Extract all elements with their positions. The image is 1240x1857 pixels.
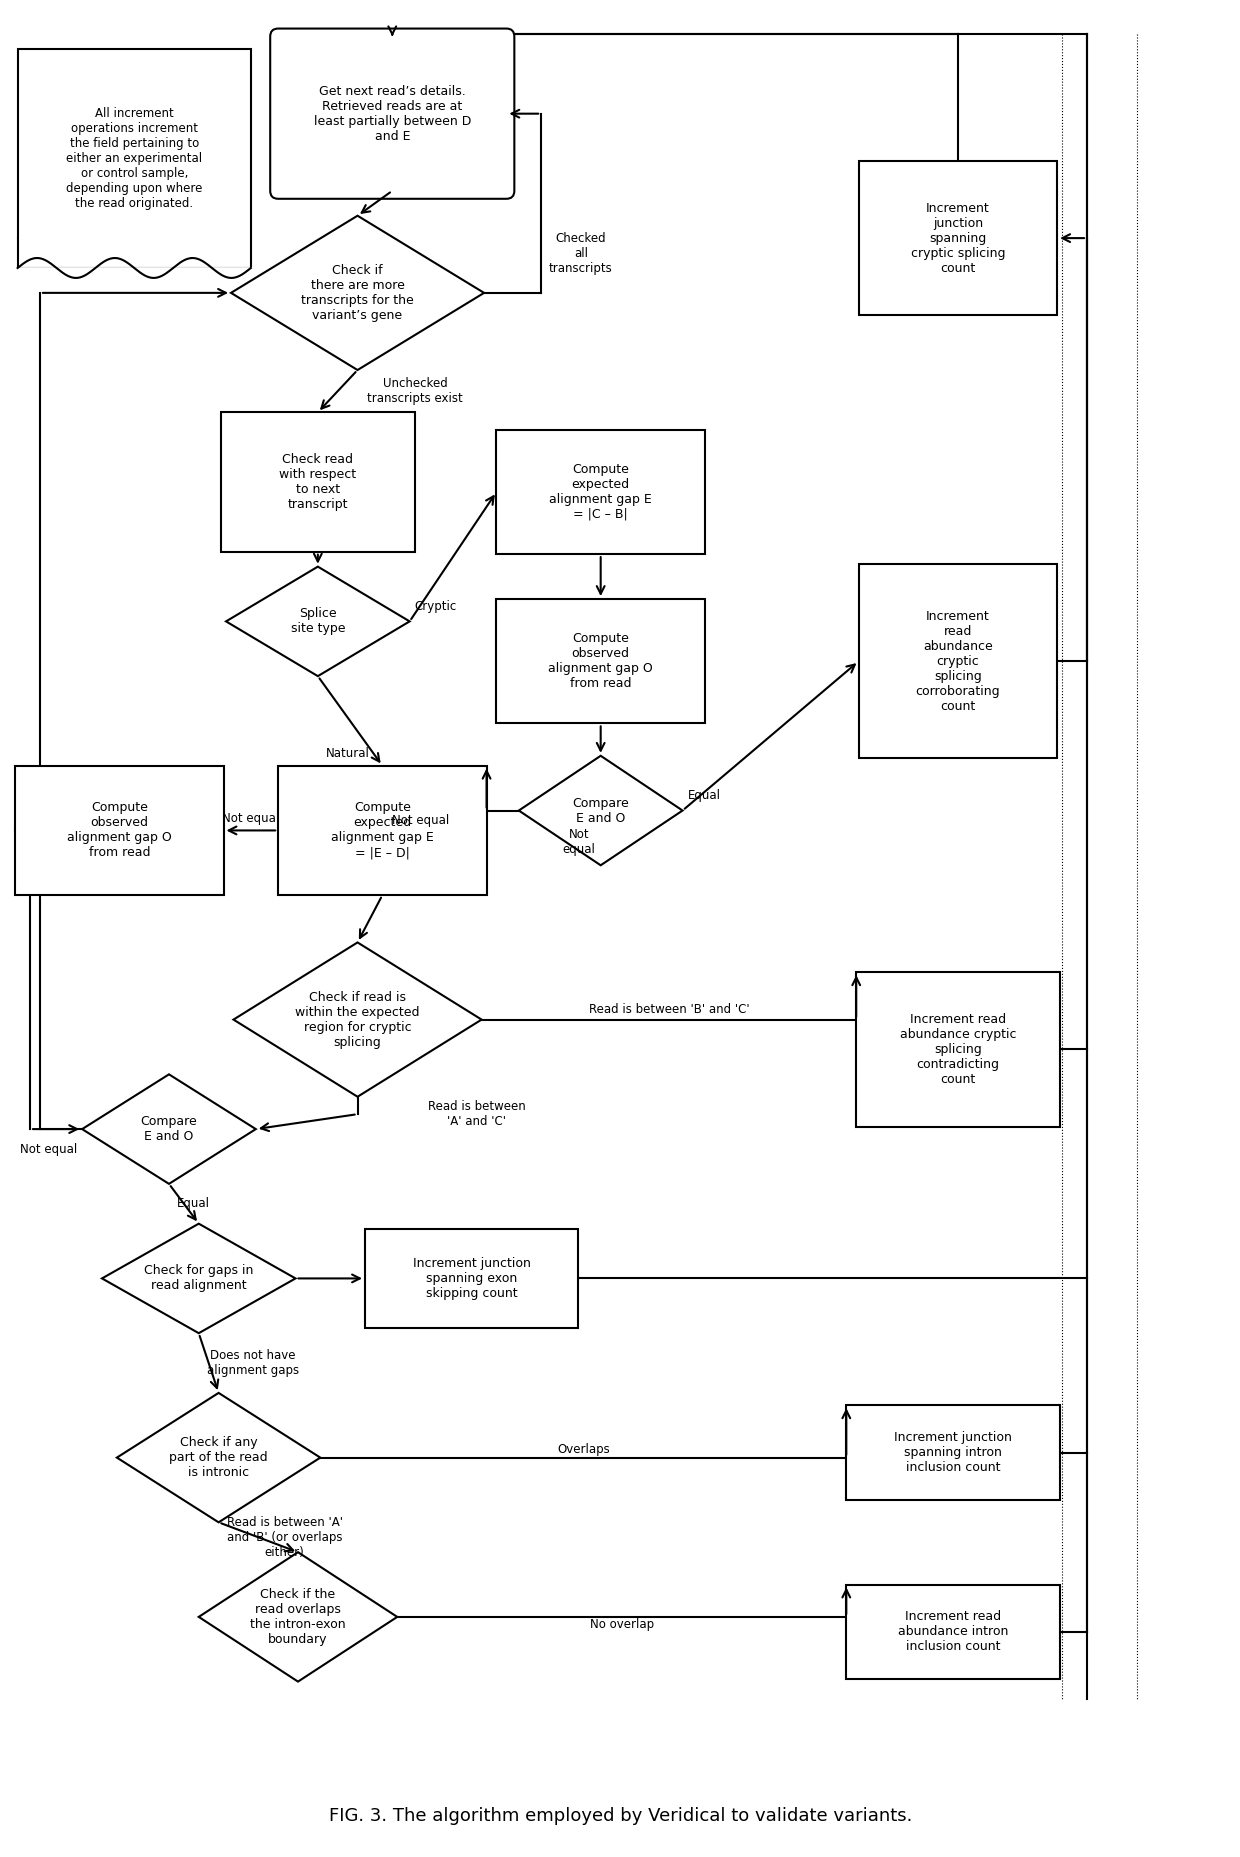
Text: Compare
E and O: Compare E and O [573,797,629,825]
Text: Compare
E and O: Compare E and O [140,1114,197,1144]
Polygon shape [233,943,481,1097]
Text: Not
equal: Not equal [563,828,595,856]
Text: No overlap: No overlap [590,1617,653,1630]
Text: Read is between 'A'
and 'B' (or overlaps
either): Read is between 'A' and 'B' (or overlaps… [227,1515,342,1558]
Text: Check if the
read overlaps
the intron-exon
boundary: Check if the read overlaps the intron-ex… [250,1588,346,1645]
Text: Checked
all
transcripts: Checked all transcripts [549,232,613,275]
Text: Increment junction
spanning intron
inclusion count: Increment junction spanning intron inclu… [894,1432,1012,1474]
Bar [859,565,1058,758]
Text: Compute
observed
alignment gap O
from read: Compute observed alignment gap O from re… [67,802,171,860]
Text: Increment junction
spanning exon
skipping count: Increment junction spanning exon skippin… [413,1257,531,1300]
Text: Check if
there are more
transcripts for the
variant’s gene: Check if there are more transcripts for … [301,264,414,321]
Text: FIG. 3. The algorithm employed by Veridical to validate variants.: FIG. 3. The algorithm employed by Veridi… [329,1807,913,1825]
Bar [365,1229,578,1328]
Text: Compute
expected
alignment gap E
= |E – D|: Compute expected alignment gap E = |E – … [331,802,434,860]
Text: Not equal: Not equal [222,812,279,825]
Polygon shape [226,566,409,676]
Bar [496,429,704,553]
Text: Increment read
abundance intron
inclusion count: Increment read abundance intron inclusio… [898,1610,1008,1653]
Polygon shape [117,1393,320,1523]
Text: Unchecked
transcripts exist: Unchecked transcripts exist [367,377,464,405]
Text: Increment
read
abundance
cryptic
splicing
corroborating
count: Increment read abundance cryptic splicin… [915,609,1001,713]
Text: Increment read
abundance cryptic
splicing
contradicting
count: Increment read abundance cryptic splicin… [900,1012,1017,1086]
Text: Read is between
'A' and 'C': Read is between 'A' and 'C' [428,1099,526,1129]
Text: Splice
site type: Splice site type [290,607,345,635]
Bar [847,1584,1060,1679]
Text: Read is between 'B' and 'C': Read is between 'B' and 'C' [589,1003,749,1016]
Polygon shape [102,1224,295,1333]
Text: Overlaps: Overlaps [557,1443,610,1456]
Bar [15,765,223,895]
Bar [17,48,250,267]
Bar [496,600,704,724]
Text: Increment
junction
spanning
cryptic splicing
count: Increment junction spanning cryptic spli… [910,202,1006,275]
Text: Not equal: Not equal [392,813,450,826]
Text: Not equal: Not equal [20,1142,77,1155]
Polygon shape [231,215,484,370]
Polygon shape [82,1075,255,1185]
Text: Compute
expected
alignment gap E
= |C – B|: Compute expected alignment gap E = |C – … [549,462,652,522]
Text: Check if any
part of the read
is intronic: Check if any part of the read is introni… [170,1435,268,1480]
Text: Equal: Equal [177,1198,210,1211]
Polygon shape [198,1552,397,1682]
Bar [857,973,1060,1127]
Text: Equal: Equal [687,789,720,802]
Bar [221,412,414,552]
Bar [847,1406,1060,1500]
Text: Does not have
alignment gaps: Does not have alignment gaps [207,1348,299,1378]
FancyBboxPatch shape [270,28,515,199]
Text: Compute
observed
alignment gap O
from read: Compute observed alignment gap O from re… [548,631,653,691]
Bar [278,765,486,895]
Text: All increment
operations increment
the field pertaining to
either an experimenta: All increment operations increment the f… [66,108,202,210]
Text: Get next read’s details.
Retrieved reads are at
least partially between D
and E: Get next read’s details. Retrieved reads… [314,85,471,143]
Bar [859,162,1058,316]
Text: Natural: Natural [326,747,370,760]
Text: Check read
with respect
to next
transcript: Check read with respect to next transcri… [279,453,356,511]
Polygon shape [518,756,682,865]
Text: Check if read is
within the expected
region for cryptic
splicing: Check if read is within the expected reg… [295,990,420,1049]
Text: Check for gaps in
read alignment: Check for gaps in read alignment [144,1265,253,1292]
Text: Cryptic: Cryptic [414,600,456,613]
